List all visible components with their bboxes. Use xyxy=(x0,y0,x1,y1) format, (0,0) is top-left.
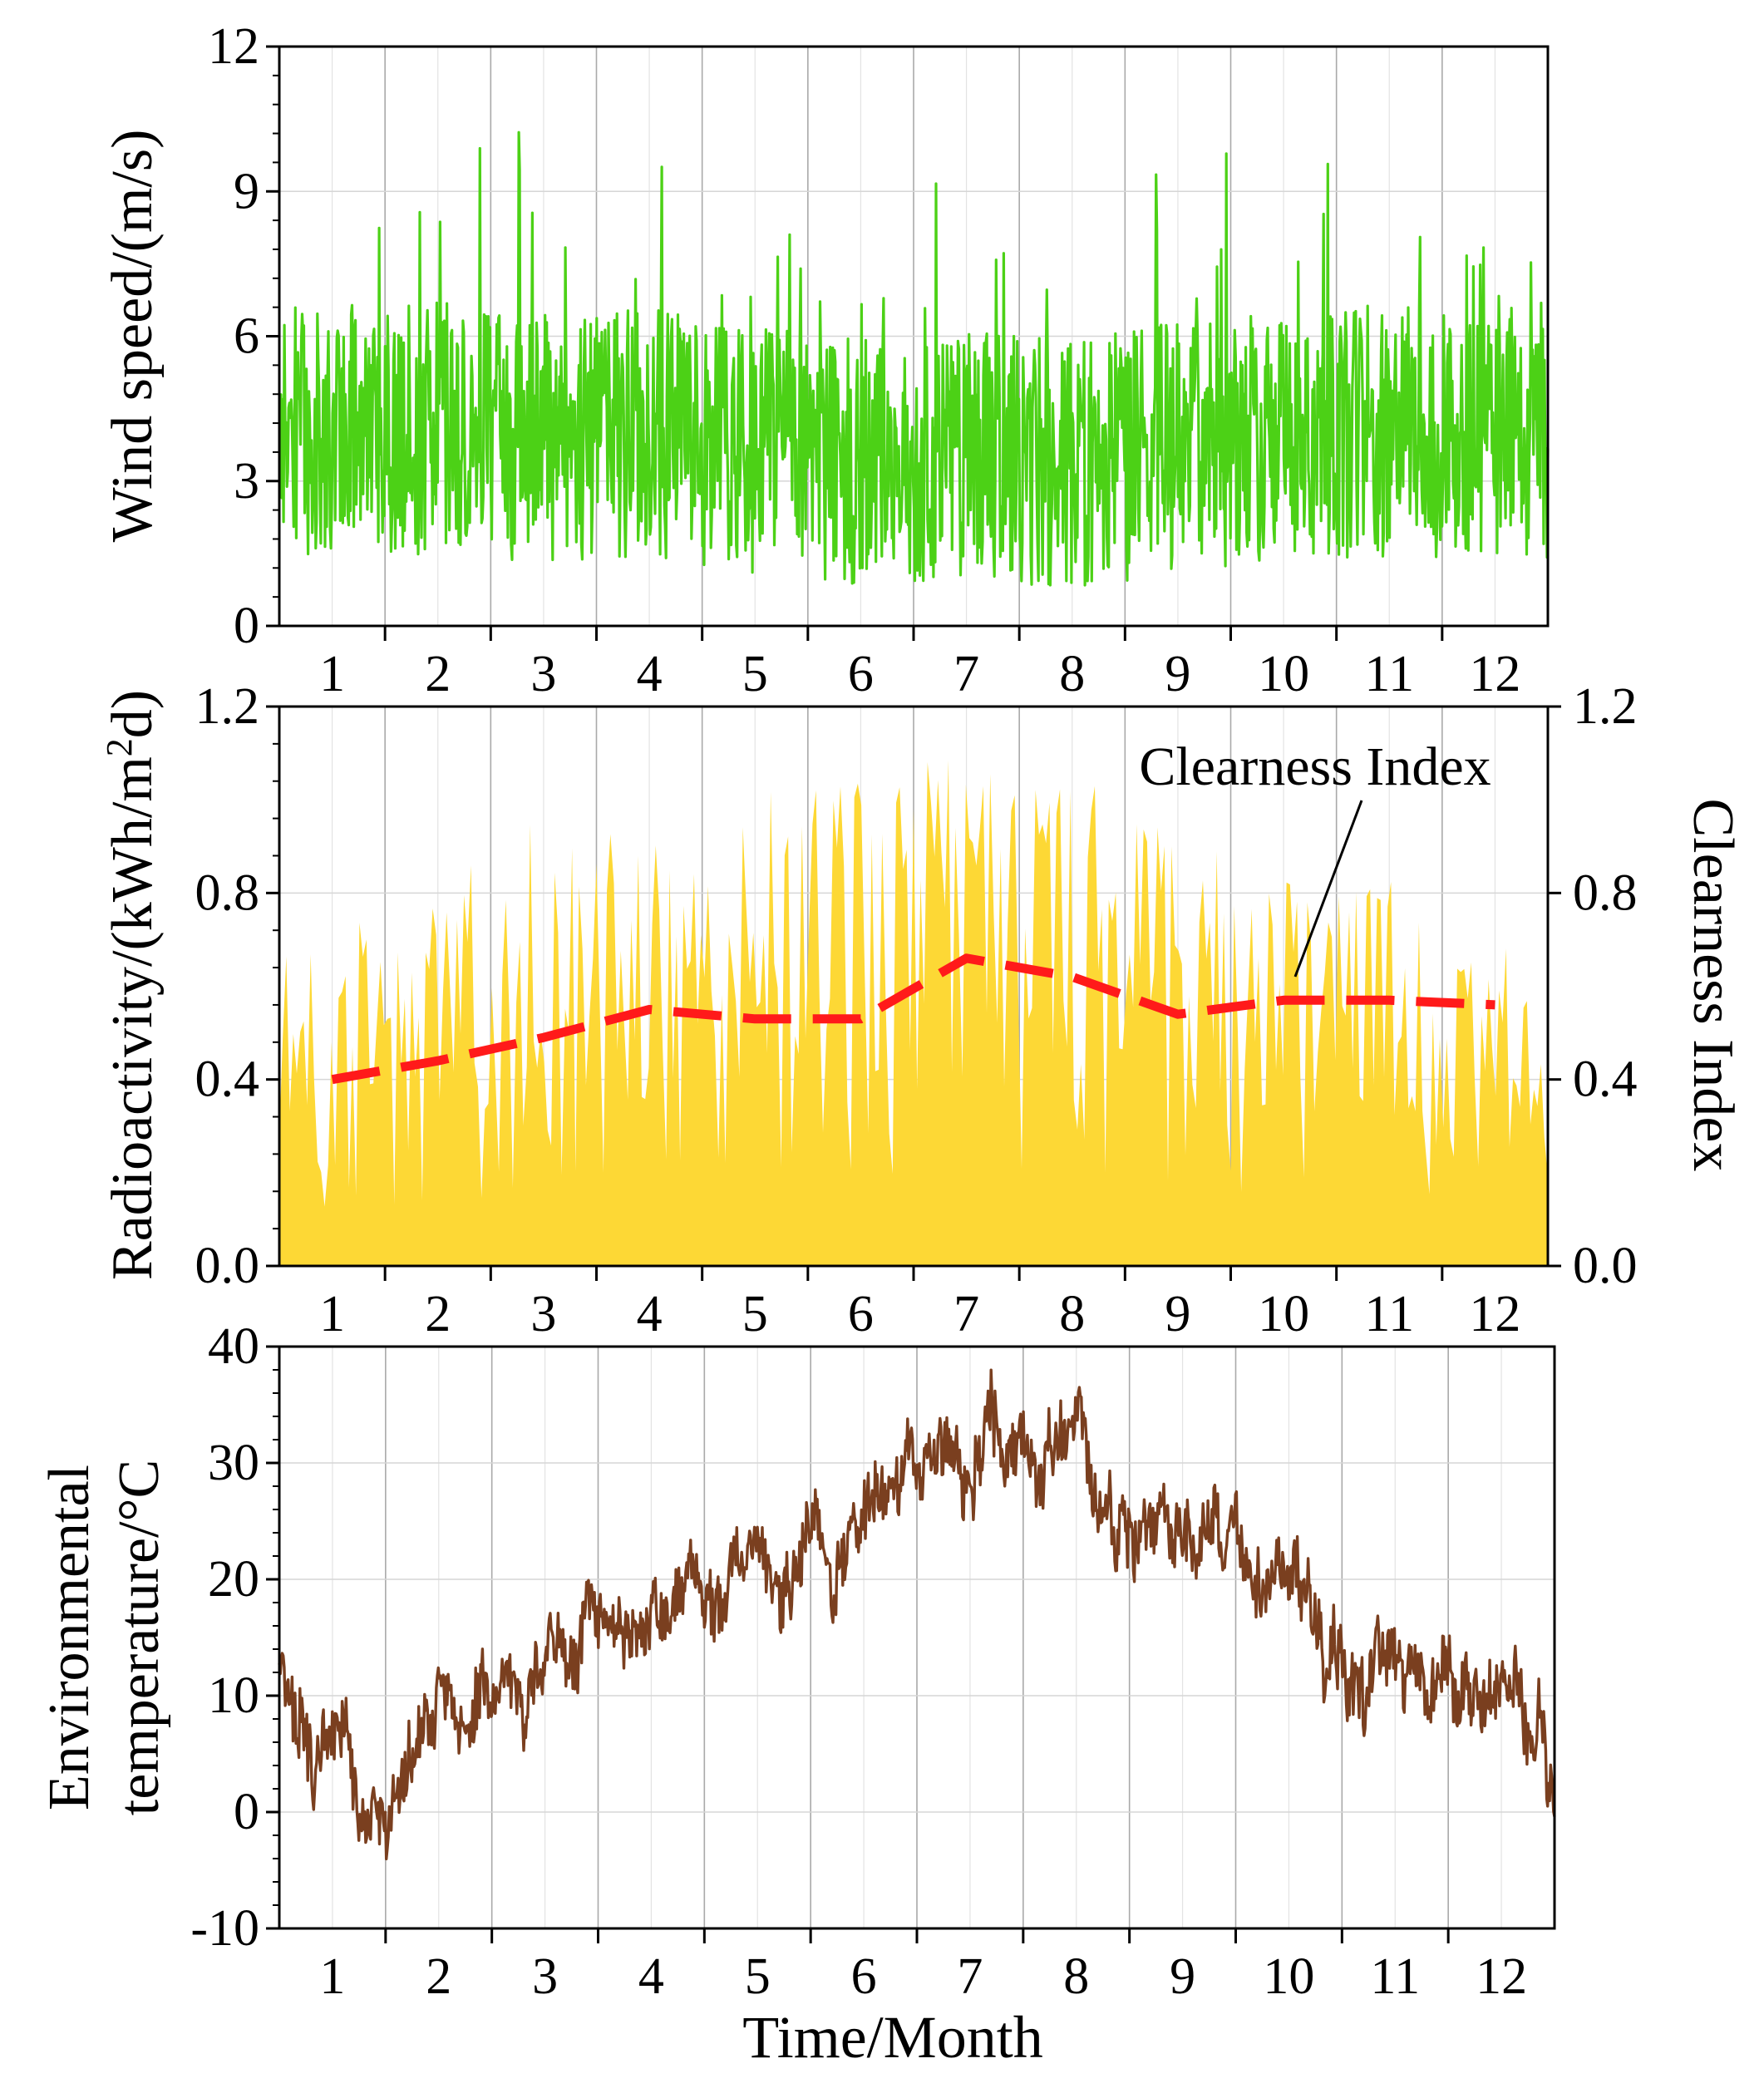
clearness-annotation-pointer xyxy=(1293,800,1363,978)
y2-tick-label: 0.4 xyxy=(1573,1051,1638,1108)
y-tick-label: 12 xyxy=(208,18,259,75)
x-tick-label: 1 xyxy=(319,1286,345,1342)
y-tick-label: 40 xyxy=(208,1318,259,1375)
x-tick-label: 7 xyxy=(953,1286,979,1342)
x-tick-label: 12 xyxy=(1469,1286,1520,1342)
y-tick-label: 0.4 xyxy=(195,1051,260,1108)
radiation-y-axis-label-main: Radioactivity/(kWh/m xyxy=(101,756,165,1280)
x-tick-label: 11 xyxy=(1364,646,1414,702)
radiation-x-ticks: 1 2 3 4 5 6 7 8 9 10 11 12 xyxy=(319,1266,1520,1342)
x-tick-label: 2 xyxy=(425,1286,451,1342)
y-tick-label: 0 xyxy=(234,598,259,654)
y-tick-label: 0.0 xyxy=(195,1238,260,1294)
y-tick-label: 0.8 xyxy=(195,864,260,921)
temperature-series xyxy=(278,1368,1556,1861)
y-tick-label: 9 xyxy=(234,163,259,219)
y-tick-label: 20 xyxy=(208,1551,259,1608)
x-tick-label: 5 xyxy=(742,646,768,702)
x-tick-label: 2 xyxy=(425,646,451,702)
temperature-y-axis-label-line2: temperature/°C xyxy=(107,1460,171,1815)
y-tick-label: 6 xyxy=(234,308,259,365)
x-tick-label: 1 xyxy=(319,1948,345,2005)
x-tick-label: 12 xyxy=(1476,1948,1527,2005)
temperature-x-ticks: 1 2 3 4 5 6 7 8 9 10 11 12 xyxy=(319,1928,1527,2005)
x-tick-label: 3 xyxy=(532,1948,558,2005)
x-tick-label: 8 xyxy=(1059,646,1085,702)
radiation-y-axis-label: Radioactivity/(kWh/m2d) xyxy=(99,690,165,1280)
x-tick-label: 1 xyxy=(319,646,345,702)
x-tick-label: 4 xyxy=(637,1286,663,1342)
y2-tick-label: 0.0 xyxy=(1573,1238,1638,1294)
y2-tick-label: 1.2 xyxy=(1573,678,1638,735)
x-tick-label: 4 xyxy=(637,646,663,702)
x-tick-label: 7 xyxy=(957,1948,983,2005)
x-tick-label: 12 xyxy=(1469,646,1520,702)
x-tick-label: 3 xyxy=(530,646,556,702)
x-tick-label: 4 xyxy=(638,1948,664,2005)
x-tick-label: 10 xyxy=(1258,646,1309,702)
radiation-y-axis-label-end: d) xyxy=(101,690,165,738)
clearness-y-ticks: 0.0 0.4 0.8 1.2 xyxy=(1548,678,1638,1294)
x-tick-label: 5 xyxy=(745,1948,771,2005)
x-tick-label: 10 xyxy=(1263,1948,1314,2005)
x-tick-label: 9 xyxy=(1165,646,1190,702)
clearness-y-axis-label: Clearness Index xyxy=(1681,798,1745,1171)
x-tick-label: 11 xyxy=(1364,1286,1414,1342)
y-tick-label: 30 xyxy=(208,1435,259,1491)
x-tick-label: 9 xyxy=(1165,1286,1190,1342)
x-tick-label: 10 xyxy=(1258,1286,1309,1342)
temperature-y-axis-label-line1: Environmental xyxy=(37,1465,101,1810)
temperature-y-ticks: -10 0 10 20 30 40 xyxy=(190,1318,279,1957)
x-tick-label: 6 xyxy=(848,1286,874,1342)
y-tick-label: 3 xyxy=(234,453,259,510)
wind-plot-area xyxy=(278,131,1550,587)
radiation-panel: 0.00.40.81.2 0.00.40.81.2 1 2 3 4 5 6 7 8 9 10 11 1… xyxy=(99,678,1746,1342)
x-tick-label: 9 xyxy=(1170,1948,1195,2005)
wind-y-axis-label: Wind speed/(m/s) xyxy=(101,130,165,543)
y2-tick-label: 0.8 xyxy=(1573,864,1638,921)
wind-x-ticks: 1 2 3 4 5 6 7 8 9 10 11 12 xyxy=(319,626,1520,702)
y-tick-label: 0 xyxy=(234,1784,259,1840)
wind-y-ticks: 0 3 6 9 12 xyxy=(208,18,279,654)
clearness-annotation-text: Clearness Index xyxy=(1139,736,1491,797)
x-tick-label: 5 xyxy=(742,1286,768,1342)
y-tick-label: 10 xyxy=(208,1667,259,1724)
wind-speed-series xyxy=(278,131,1550,587)
temperature-plot-area xyxy=(278,1368,1556,1861)
radiation-y-axis-label-sup: 2 xyxy=(99,738,140,756)
x-axis-label: Time/Month xyxy=(742,2004,1042,2071)
radiation-plot-area xyxy=(279,760,1548,1266)
x-tick-label: 2 xyxy=(426,1948,451,2005)
radiation-area-series xyxy=(279,760,1548,1266)
x-tick-label: 6 xyxy=(848,646,874,702)
x-tick-label: 11 xyxy=(1370,1948,1420,2005)
x-tick-label: 3 xyxy=(530,1286,556,1342)
clearness-index-series xyxy=(331,953,1495,1085)
x-tick-label: 7 xyxy=(953,646,979,702)
x-tick-label: 6 xyxy=(851,1948,877,2005)
x-tick-label: 8 xyxy=(1063,1948,1089,2005)
y-tick-label: 1.2 xyxy=(195,678,260,735)
radiation-y-ticks: 0.0 0.4 0.8 1.2 xyxy=(195,678,279,1294)
x-tick-label: 8 xyxy=(1059,1286,1085,1342)
y-tick-label: -10 xyxy=(190,1900,259,1957)
